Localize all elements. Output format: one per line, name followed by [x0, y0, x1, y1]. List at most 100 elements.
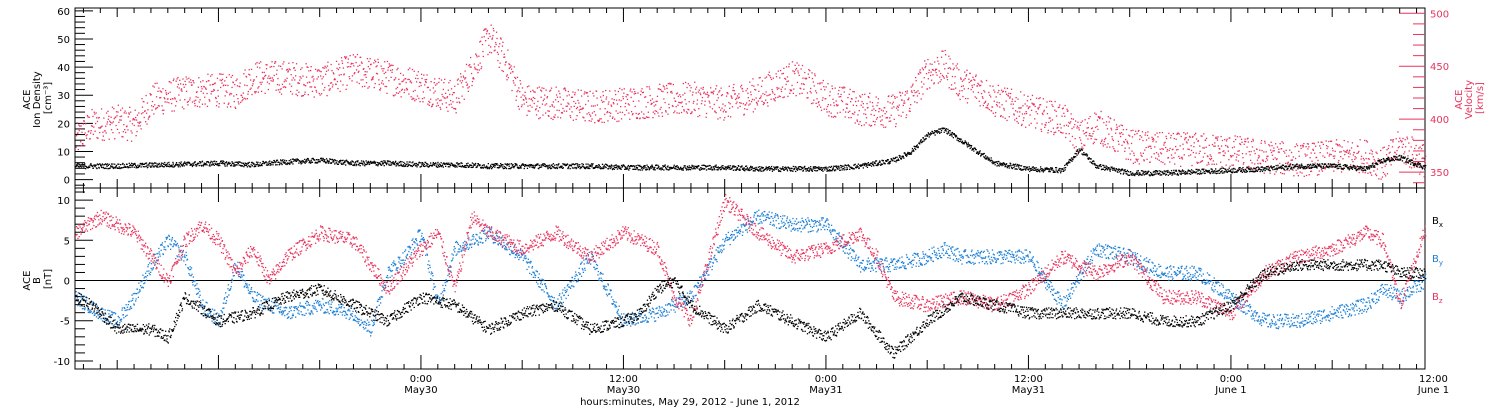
velocity-series-point: [1079, 137, 1081, 139]
velocity-series-point: [611, 98, 613, 100]
velocity-series-point: [877, 102, 879, 104]
ion-density-series-point: [520, 166, 522, 168]
ion-density-series-point: [372, 161, 374, 163]
ion-density-series-point: [220, 160, 222, 162]
velocity-series-point: [1065, 132, 1067, 135]
ion-density-series-point: [232, 165, 234, 167]
velocity-series-point: [220, 73, 222, 75]
velocity-series-point: [690, 112, 693, 114]
velocity-series-point: [200, 90, 202, 92]
velocity-series-point: [885, 126, 887, 128]
velocity-series-point: [738, 96, 740, 98]
legend-bz: Bz: [1432, 292, 1443, 305]
velocity-series-point: [603, 101, 605, 103]
velocity-series-point: [1094, 138, 1096, 140]
velocity-series-point: [760, 95, 762, 97]
velocity-series-point: [378, 79, 380, 81]
ion-density-series-point: [760, 169, 762, 171]
velocity-series-point: [300, 68, 302, 71]
velocity-series-point: [480, 40, 482, 42]
velocity-series-point: [108, 138, 110, 140]
ion-density-series-point: [367, 160, 369, 163]
velocity-series-point: [1041, 112, 1044, 114]
velocity-series-point: [1262, 159, 1264, 161]
velocity-series-point: [942, 50, 944, 52]
ion-density-series-point: [247, 162, 249, 165]
density-tick-label: 40: [57, 63, 70, 74]
velocity-series-point: [928, 72, 930, 74]
ion-density-series-point: [380, 164, 383, 166]
velocity-series-point: [1329, 164, 1331, 166]
ion-density-series-point: [251, 161, 253, 163]
ion-density-series-point: [666, 168, 668, 171]
velocity-series-point: [1205, 146, 1207, 148]
velocity-series-point: [896, 96, 898, 98]
velocity-series-point: [573, 105, 575, 107]
velocity-series-point: [816, 98, 818, 100]
velocity-series-point: [1234, 152, 1236, 155]
ion-density-series-point: [680, 168, 683, 170]
ion-density-series-point: [489, 166, 491, 168]
ion-density-series-point: [99, 163, 101, 165]
velocity-series-point: [1275, 143, 1277, 145]
velocity-series-point: [660, 90, 663, 92]
ion-density-series-point: [511, 166, 513, 168]
velocity-series-point: [111, 122, 113, 124]
velocity-series-point: [89, 138, 91, 140]
ion-density-series-point: [572, 163, 574, 165]
velocity-series-point: [382, 70, 384, 72]
ion-density-series-point: [219, 162, 221, 164]
ion-density-series-point: [641, 169, 644, 171]
velocity-series-point: [501, 69, 503, 72]
velocity-series-point: [1304, 153, 1306, 155]
velocity-series-point: [265, 64, 267, 66]
velocity-series-point: [1139, 135, 1141, 137]
velocity-series-point: [1024, 113, 1026, 115]
velocity-series-point: [948, 55, 950, 57]
velocity-series-point: [503, 53, 505, 55]
velocity-series-point: [1252, 140, 1254, 142]
velocity-series-point: [1120, 132, 1123, 134]
ion-density-series-point: [431, 164, 434, 167]
velocity-series-point: [255, 76, 258, 78]
velocity-series-point: [190, 81, 192, 84]
ion-density-series-point: [702, 167, 704, 170]
velocity-series-point: [575, 118, 577, 121]
velocity-series-point: [582, 107, 584, 109]
velocity-series-point: [764, 93, 766, 96]
velocity-series-point: [1288, 155, 1290, 157]
velocity-series-point: [442, 88, 444, 91]
velocity-series-point: [960, 85, 963, 88]
ion-density-series-point: [614, 164, 616, 167]
velocity-series-point: [208, 80, 210, 82]
velocity-series-point: [902, 104, 904, 107]
ion-density-series-point: [725, 167, 728, 169]
velocity-series-point: [328, 85, 330, 87]
velocity-series-point: [185, 83, 187, 86]
ion-density-series-point: [219, 164, 221, 167]
velocity-series-point: [939, 76, 941, 78]
ion-density-series-point: [646, 168, 649, 170]
velocity-series-point: [1058, 106, 1060, 108]
velocity-series-point: [1338, 159, 1340, 162]
velocity-series-point: [597, 119, 599, 121]
ion-density-series-point: [498, 166, 500, 168]
ion-density-series-point: [413, 164, 415, 166]
velocity-series-point: [1418, 153, 1420, 155]
ion-density-series-point: [652, 166, 654, 168]
velocity-series-point: [1129, 135, 1131, 137]
velocity-series-point: [319, 70, 321, 72]
velocity-series-point: [734, 93, 736, 95]
ion-density-series-point: [160, 165, 162, 167]
ion-density-series-point: [216, 164, 218, 166]
velocity-series-point: [1241, 141, 1243, 143]
ion-density-series-point: [684, 165, 686, 167]
velocity-series-point: [1197, 140, 1199, 142]
velocity-series-point: [553, 106, 555, 108]
velocity-series-point: [643, 117, 645, 120]
velocity-series-point: [801, 92, 803, 94]
velocity-series-point: [195, 99, 197, 101]
velocity-series-point: [1126, 141, 1129, 144]
velocity-series-point: [1235, 156, 1238, 158]
velocity-series-point: [422, 101, 424, 103]
